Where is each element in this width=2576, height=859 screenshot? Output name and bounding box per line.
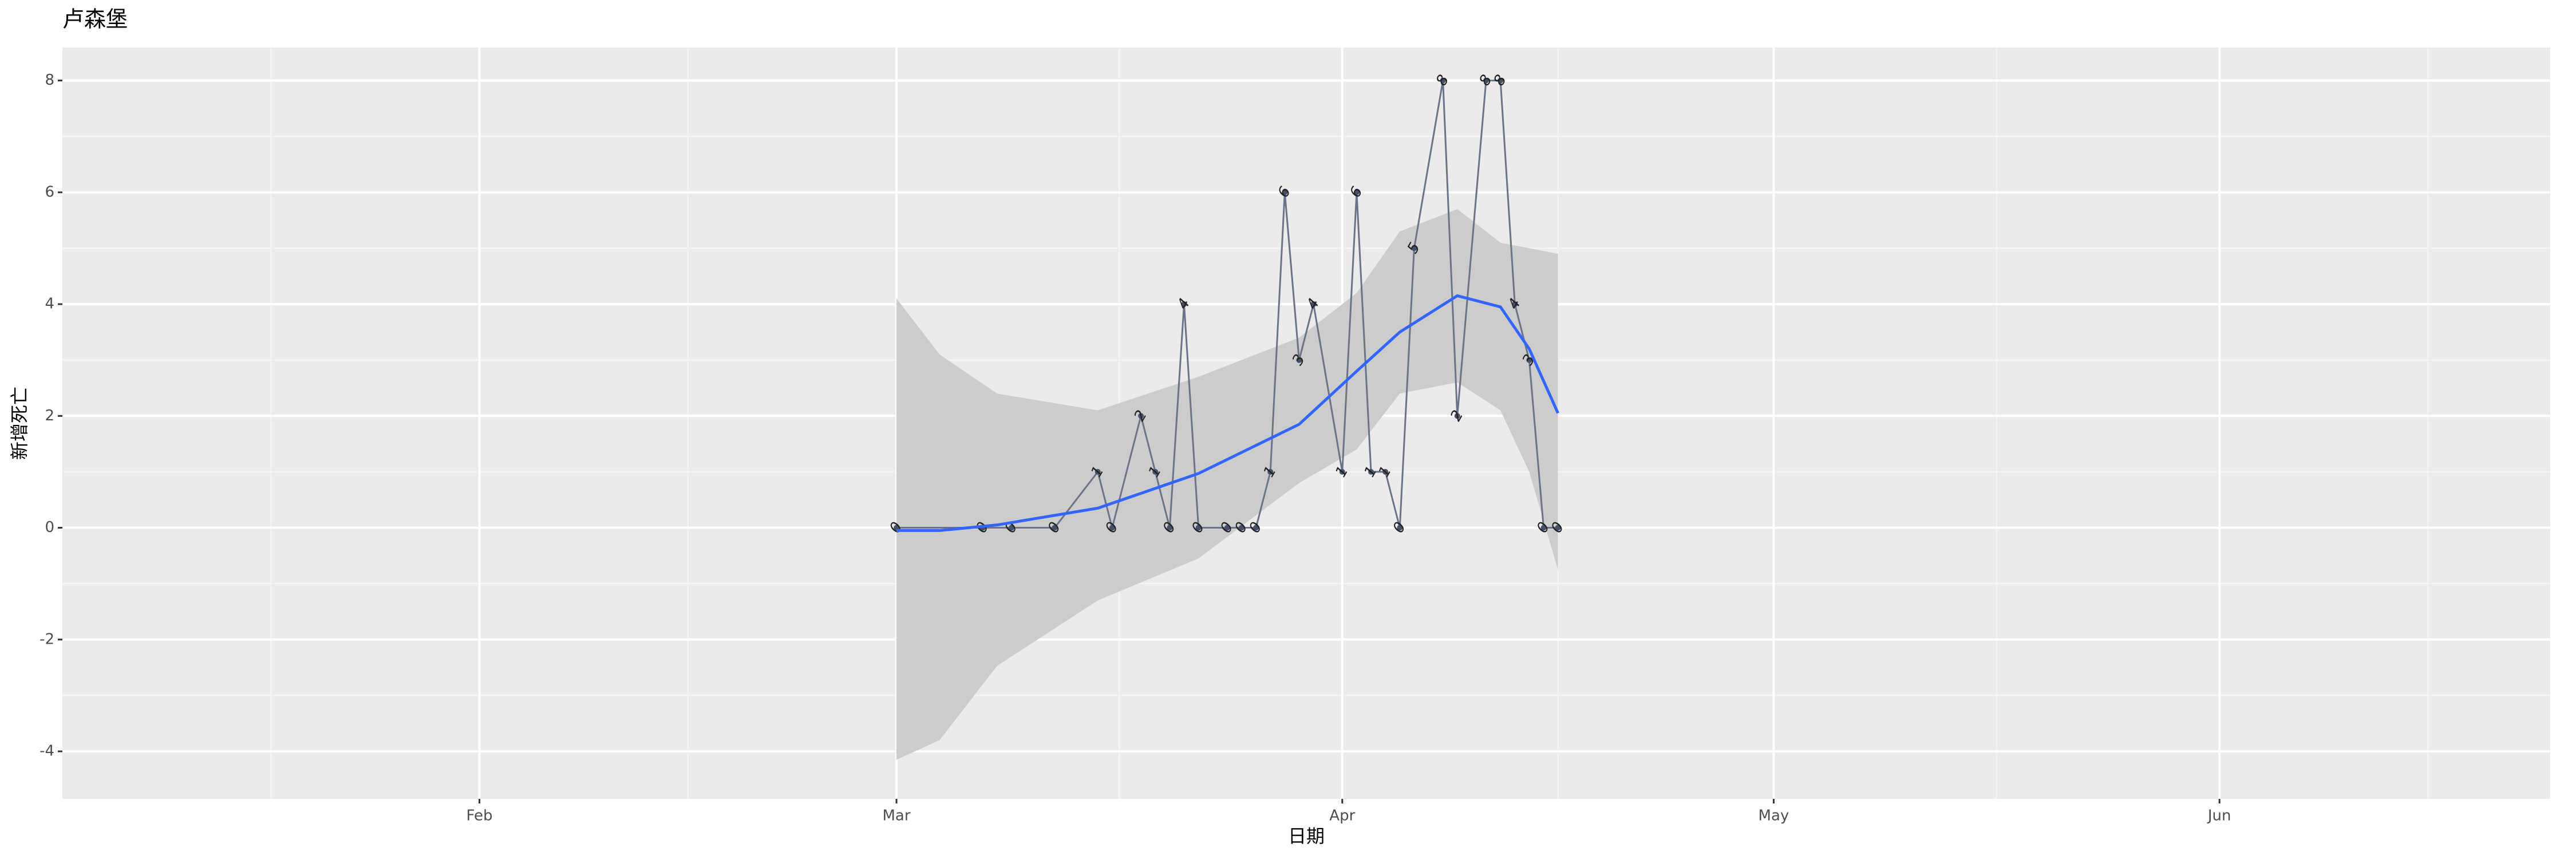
- data-point: [1095, 468, 1101, 475]
- y-tick-label: -4: [39, 743, 54, 760]
- data-point: [1483, 77, 1490, 84]
- data-point: [1353, 189, 1360, 195]
- data-point: [1052, 525, 1058, 531]
- data-point: [1540, 525, 1547, 531]
- data-point: [1138, 413, 1144, 419]
- x-tick-label: Apr: [1329, 807, 1355, 825]
- data-point: [1238, 525, 1244, 531]
- data-point: [1512, 301, 1518, 308]
- data-point: [1109, 525, 1115, 531]
- data-point: [1167, 525, 1173, 531]
- x-tick-label: Jun: [2207, 807, 2231, 825]
- data-point: [1382, 468, 1389, 475]
- data-point: [1282, 189, 1288, 195]
- data-point: [1339, 468, 1345, 475]
- data-point: [1397, 525, 1403, 531]
- data-point: [1526, 357, 1532, 363]
- smooth-line: [896, 294, 1559, 532]
- y-tick-label: 6: [45, 183, 54, 200]
- data-point: [1498, 77, 1504, 84]
- data-point: [1555, 525, 1561, 531]
- x-tick-label: May: [1759, 807, 1789, 825]
- data-point: [1181, 301, 1187, 308]
- data-point: [1009, 525, 1015, 531]
- confidence-band: [896, 209, 1558, 760]
- y-tick-label: 8: [45, 72, 54, 89]
- data-point: [1267, 468, 1274, 475]
- data-point: [1296, 357, 1302, 363]
- x-axis-label: 日期: [1288, 825, 1325, 847]
- data-point: [1310, 301, 1317, 308]
- data-point: [1253, 525, 1259, 531]
- y-axis-label: 新增死亡: [9, 387, 30, 460]
- data-line: [896, 80, 1558, 529]
- y-tick-label: 0: [45, 519, 54, 536]
- x-tick-label: Feb: [466, 807, 492, 825]
- data-point: [1152, 468, 1159, 475]
- data-point: [1224, 525, 1230, 531]
- chart-title: 卢森堡: [62, 7, 128, 32]
- data-point: [1454, 413, 1460, 419]
- data-point: [1440, 77, 1446, 84]
- data-point: [1411, 245, 1417, 251]
- y-tick-label: 2: [45, 407, 54, 424]
- x-tick-label: Mar: [883, 807, 911, 825]
- y-tick-label: 4: [45, 295, 54, 313]
- data-point: [1368, 468, 1374, 475]
- y-tick-label: -2: [39, 631, 54, 648]
- data-point: [1195, 525, 1202, 531]
